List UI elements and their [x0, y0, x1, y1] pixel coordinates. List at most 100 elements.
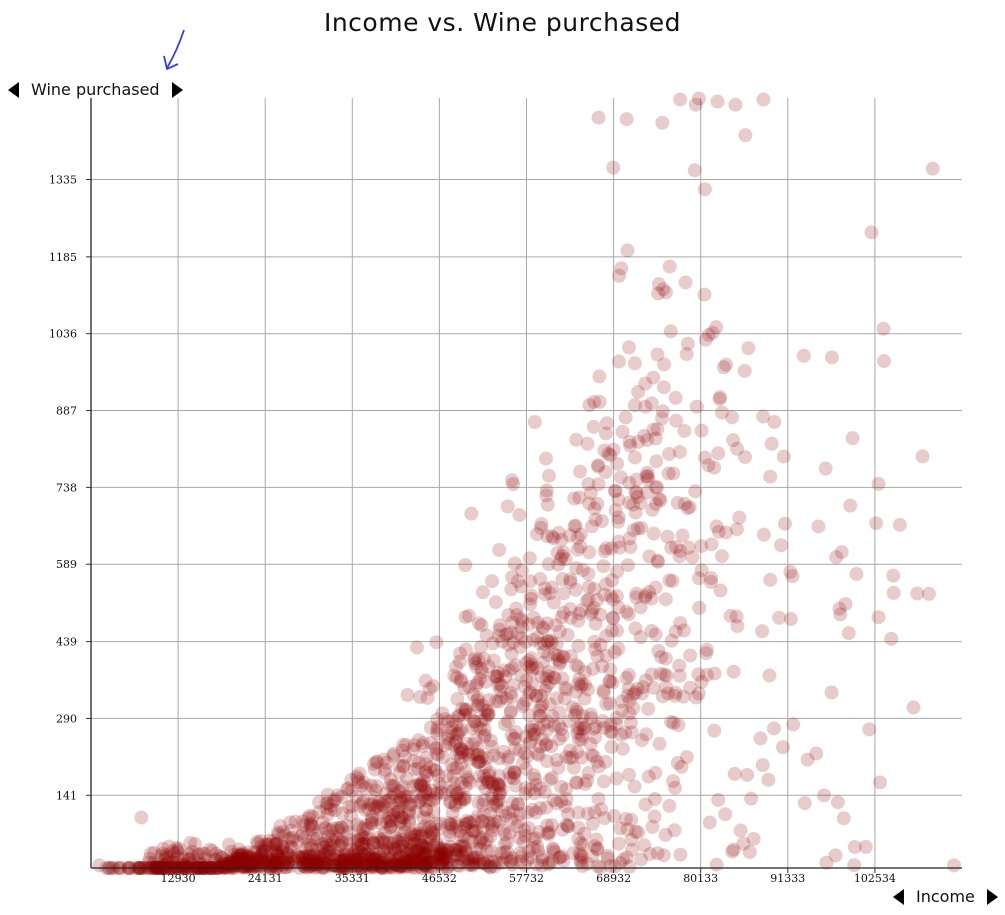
data-point	[573, 721, 588, 736]
data-point	[518, 729, 533, 744]
data-point	[532, 703, 547, 718]
data-point	[449, 786, 464, 801]
data-point	[505, 661, 520, 676]
y-axis-selector: Wine purchased	[8, 80, 183, 99]
data-point	[409, 640, 424, 655]
data-point	[536, 717, 551, 732]
data-point	[648, 496, 663, 511]
data-point	[409, 804, 424, 819]
data-point	[494, 782, 509, 797]
data-point	[575, 562, 590, 577]
data-point	[504, 854, 519, 869]
data-point	[595, 659, 610, 674]
data-point	[562, 751, 577, 766]
data-point	[384, 813, 399, 828]
data-point	[650, 846, 665, 861]
y-axis-prev-arrow-icon[interactable]	[8, 81, 19, 98]
data-point	[509, 608, 524, 623]
data-point	[574, 603, 589, 618]
data-point	[640, 485, 655, 500]
data-point	[449, 760, 464, 775]
data-point	[360, 821, 375, 836]
data-point	[297, 831, 312, 846]
data-point	[474, 713, 489, 728]
data-point	[246, 854, 261, 869]
data-point	[585, 604, 600, 619]
data-point	[609, 711, 624, 726]
data-point	[283, 840, 298, 855]
data-point	[326, 834, 341, 849]
data-point	[349, 789, 364, 804]
data-point	[376, 853, 391, 868]
data-point	[205, 844, 220, 859]
data-point	[796, 348, 811, 363]
data-point	[512, 846, 527, 861]
data-point	[626, 701, 641, 716]
data-point	[652, 491, 667, 506]
data-point	[421, 811, 436, 826]
data-point	[335, 835, 350, 850]
data-point	[492, 786, 507, 801]
data-point	[764, 436, 779, 451]
data-point	[539, 488, 554, 503]
data-point	[726, 842, 741, 857]
data-point	[469, 841, 484, 856]
data-point	[320, 787, 335, 802]
data-point	[634, 852, 649, 867]
data-point	[572, 672, 587, 687]
data-point	[448, 798, 463, 813]
data-point	[672, 658, 687, 673]
data-point	[462, 707, 477, 722]
data-point	[611, 514, 626, 529]
data-point	[373, 855, 388, 870]
data-point	[251, 836, 266, 851]
y-axis-next-arrow-icon[interactable]	[171, 81, 183, 98]
data-point	[505, 796, 520, 811]
data-point	[165, 855, 180, 870]
data-point	[238, 851, 253, 866]
data-point	[427, 791, 442, 806]
data-point	[697, 182, 712, 197]
data-point	[516, 835, 531, 850]
data-point	[310, 859, 325, 874]
data-point	[523, 651, 538, 666]
data-point	[364, 849, 379, 864]
data-point	[422, 792, 437, 807]
data-point	[531, 748, 546, 763]
data-point	[618, 811, 633, 826]
data-point	[636, 680, 651, 695]
data-point	[529, 777, 544, 792]
data-point	[637, 838, 652, 853]
x-axis-prev-arrow-icon[interactable]	[893, 888, 904, 905]
data-point	[429, 847, 444, 862]
data-point	[408, 854, 423, 869]
data-point	[388, 831, 403, 846]
data-point	[580, 682, 595, 697]
data-point	[448, 796, 463, 811]
data-point	[572, 606, 587, 621]
x-axis-next-arrow-icon[interactable]	[986, 888, 998, 905]
data-point	[621, 767, 636, 782]
data-point	[500, 626, 515, 641]
data-point	[439, 769, 454, 784]
data-point	[497, 845, 512, 860]
data-point	[599, 541, 614, 556]
data-point	[544, 739, 559, 754]
data-point	[297, 855, 312, 870]
data-point	[614, 727, 629, 742]
data-point	[668, 624, 683, 639]
data-point	[226, 850, 241, 865]
data-point	[571, 732, 586, 747]
data-point	[387, 854, 402, 869]
data-point	[494, 855, 509, 870]
data-point	[607, 645, 622, 660]
data-point	[230, 855, 245, 870]
data-point	[518, 786, 533, 801]
data-point	[333, 820, 348, 835]
data-point	[476, 730, 491, 745]
data-point	[582, 496, 597, 511]
data-point	[238, 853, 253, 868]
data-point	[542, 772, 557, 787]
data-point	[420, 840, 435, 855]
data-point	[490, 669, 505, 684]
